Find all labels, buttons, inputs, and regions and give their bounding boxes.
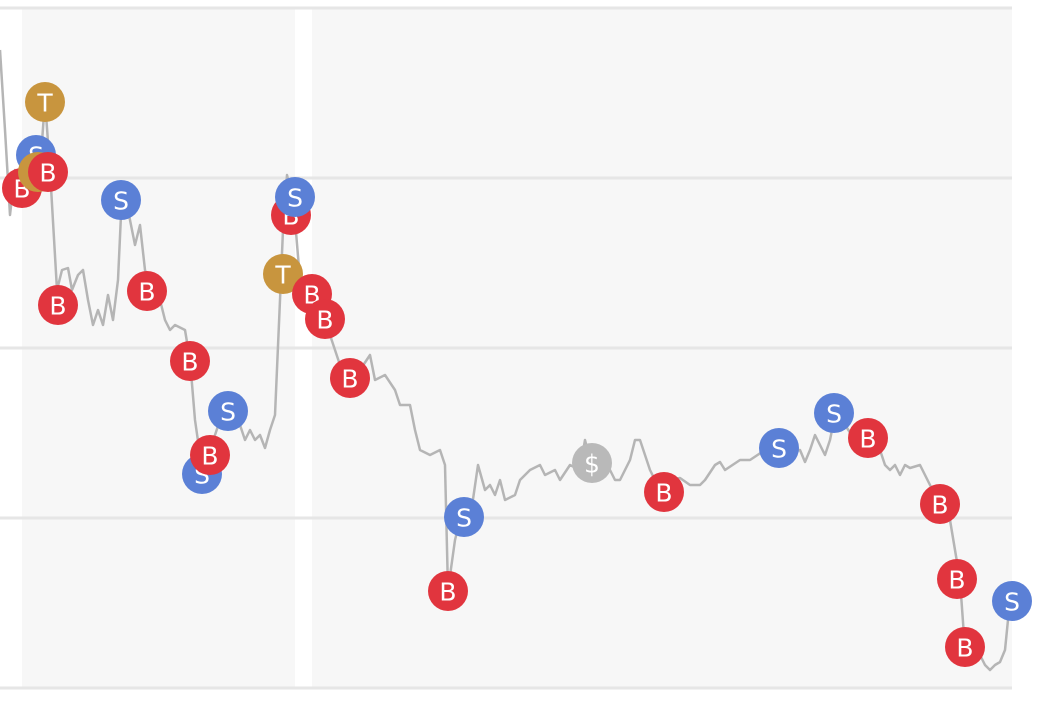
trade-marker: S (814, 393, 854, 433)
trade-marker: B (945, 627, 985, 667)
marker-label: B (341, 365, 358, 394)
trade-marker: S (101, 180, 141, 220)
trade-marker: B (937, 559, 977, 599)
marker-label: B (181, 348, 198, 377)
marker-label: B (316, 306, 333, 335)
marker-dot (101, 180, 141, 220)
trade-marker: B (127, 271, 167, 311)
marker-label: B (931, 491, 948, 520)
marker-label: S (456, 504, 472, 533)
marker-label: B (655, 479, 672, 508)
trade-marker: S (444, 497, 484, 537)
trade-marker: B (644, 472, 684, 512)
trade-marker: T (25, 82, 65, 122)
marker-label: B (439, 578, 456, 607)
trade-marker: T (263, 254, 303, 294)
marker-dot (25, 82, 65, 122)
marker-label: B (39, 159, 56, 188)
marker-label: B (201, 442, 218, 471)
marker-dot (920, 484, 960, 524)
marker-label: T (36, 89, 53, 118)
marker-dot (275, 177, 315, 217)
trade-marker: B (428, 571, 468, 611)
marker-dot (937, 559, 977, 599)
marker-dot (208, 391, 248, 431)
marker-label: S (113, 187, 129, 216)
marker-dot (814, 393, 854, 433)
marker-dot (848, 418, 888, 458)
marker-dot (444, 497, 484, 537)
marker-label: S (1004, 588, 1020, 617)
marker-label: S (287, 184, 303, 213)
marker-label: $ (584, 450, 600, 479)
marker-dot (127, 271, 167, 311)
trade-marker: B (190, 435, 230, 475)
marker-dot (945, 627, 985, 667)
marker-label: S (826, 400, 842, 429)
trade-marker: B (170, 341, 210, 381)
marker-label: S (220, 398, 236, 427)
trade-marker: B (330, 358, 370, 398)
trade-marker: B (38, 285, 78, 325)
marker-dot (644, 472, 684, 512)
trade-marker: S (759, 428, 799, 468)
marker-dot (38, 285, 78, 325)
marker-dot (992, 581, 1032, 621)
marker-dot (263, 254, 303, 294)
trade-marker: $ (572, 443, 612, 483)
marker-dot (428, 571, 468, 611)
marker-dot (759, 428, 799, 468)
marker-dot (28, 152, 68, 192)
marker-label: B (956, 634, 973, 663)
marker-label: B (948, 566, 965, 595)
marker-label: B (859, 425, 876, 454)
marker-dot (190, 435, 230, 475)
marker-label: B (138, 278, 155, 307)
marker-dot (170, 341, 210, 381)
marker-dot (305, 299, 345, 339)
price-line (0, 49, 1012, 672)
trade-marker: S (275, 177, 315, 217)
trade-marker: B (920, 484, 960, 524)
trade-marker: B (28, 152, 68, 192)
marker-label: S (771, 435, 787, 464)
trade-marker: B (848, 418, 888, 458)
marker-label: B (49, 292, 66, 321)
trade-marker: S (992, 581, 1032, 621)
marker-label: T (274, 261, 291, 290)
marker-dot (572, 443, 612, 483)
trade-marker: S (208, 391, 248, 431)
marker-dot (330, 358, 370, 398)
trade-marker: B (305, 299, 345, 339)
